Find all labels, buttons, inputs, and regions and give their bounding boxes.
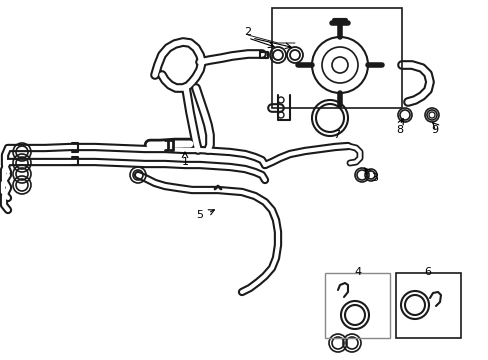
Text: 2: 2 [244,27,251,37]
Bar [325,273,389,338]
Text: 4: 4 [354,267,361,277]
Text: 8: 8 [396,125,403,135]
Text: 3: 3 [371,173,378,183]
Text: 6: 6 [424,267,430,277]
Text: 1: 1 [181,157,188,167]
Bar [395,273,460,338]
Bar [271,8,401,108]
Text: 7: 7 [333,130,340,140]
Text: 5: 5 [196,210,203,220]
Text: 9: 9 [430,125,438,135]
